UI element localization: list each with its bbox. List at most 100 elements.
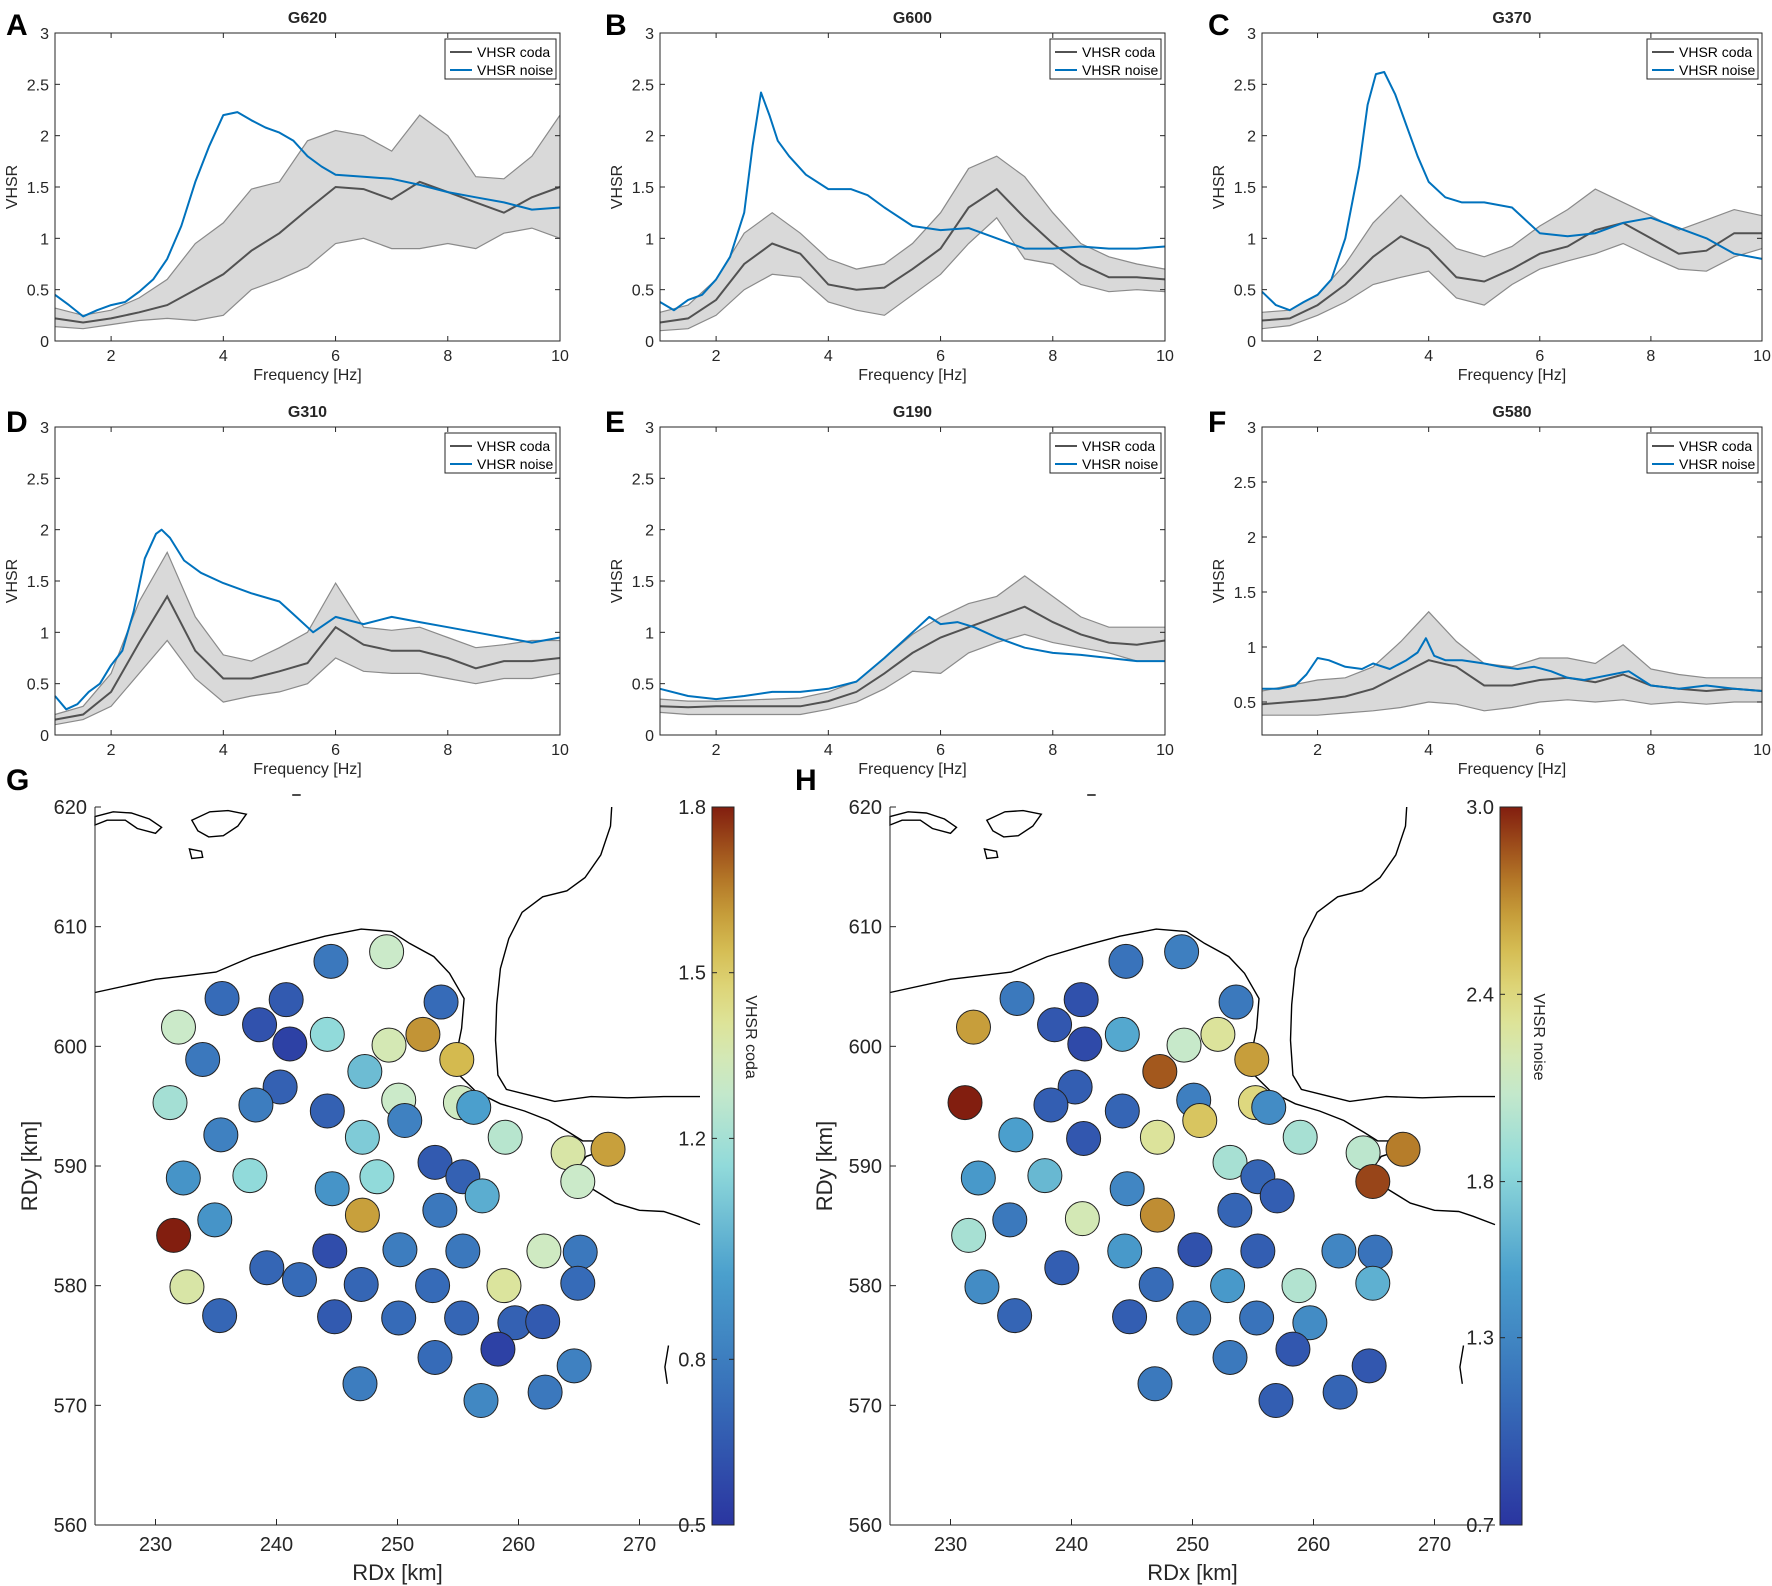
coda-band-lower-line <box>659 216 1166 332</box>
vhsr-coda-line <box>659 605 1166 709</box>
station-marker <box>527 1374 563 1410</box>
x-tick-label: 4 <box>1424 348 1433 365</box>
y-tick-label: 3 <box>40 420 49 437</box>
x-tick-label: 2 <box>107 348 116 365</box>
legend-box <box>1049 38 1162 80</box>
y-tick-label: 1.5 <box>632 574 654 591</box>
station-marker <box>417 1339 453 1375</box>
y-tick-label: 1 <box>40 625 49 642</box>
vhsr-noise-line <box>54 111 561 318</box>
y-tick-label: 2.5 <box>27 77 49 94</box>
station-marker <box>1027 1158 1063 1194</box>
eastern-border-line <box>1289 806 1495 1103</box>
station-marker <box>1138 1266 1174 1302</box>
vhsr-coda-line <box>54 180 561 324</box>
y-tick-label: 0 <box>40 728 49 745</box>
y-tick-label: 620 <box>54 797 87 819</box>
station-marker <box>309 1016 345 1052</box>
y-tick-label: 0.5 <box>27 283 49 300</box>
x-tick-label: 4 <box>219 348 228 365</box>
y-tick-label: 1.5 <box>27 180 49 197</box>
station-marker <box>997 1298 1033 1334</box>
panel-title: G600 <box>893 10 932 27</box>
y-tick-label: 590 <box>849 1156 882 1178</box>
panel-letter: E <box>605 406 625 439</box>
station-marker <box>1044 1250 1080 1286</box>
y-tick-label: 2.5 <box>1234 475 1256 492</box>
station-marker <box>1067 1026 1103 1062</box>
station-marker <box>423 984 459 1020</box>
y-tick-label: 0 <box>645 334 654 351</box>
station-marker <box>487 1119 523 1155</box>
y-tick-label: 620 <box>849 797 882 819</box>
station-marker <box>309 1093 345 1129</box>
y-tick-label: 2 <box>1247 530 1256 547</box>
legend-label-noise: VHSR noise <box>1679 62 1755 78</box>
x-tick-label: 6 <box>936 742 945 759</box>
station-marker <box>387 1103 423 1139</box>
x-tick-label: 10 <box>551 348 569 365</box>
station-marker <box>1112 1299 1148 1335</box>
y-tick-label: 1 <box>40 231 49 248</box>
x-tick-label: 10 <box>1156 742 1174 759</box>
legend-label-noise: VHSR noise <box>477 456 553 472</box>
station-marker <box>1104 1016 1140 1052</box>
station-marker <box>486 1268 522 1304</box>
coda-band-lower-line <box>54 227 561 330</box>
station-marker <box>371 1027 407 1063</box>
legend-box <box>1049 432 1162 474</box>
legend-label-coda: VHSR coda <box>1082 44 1155 60</box>
y-tick-label: 600 <box>54 1036 87 1058</box>
y-axis-label: RDy [km] <box>812 1121 837 1211</box>
vhsr-coda-line <box>54 594 561 721</box>
vhsr-noise-line <box>54 528 561 711</box>
y-tick-label: 3 <box>1247 26 1256 43</box>
x-tick-label: 2 <box>107 742 116 759</box>
station-marker <box>156 1217 192 1253</box>
spectrum-panel-b: B G600 2 4 6 8 10 0 0.5 1 1.5 2 2.5 3 Frequency [Hz] VH… <box>605 9 1174 384</box>
station-marker <box>281 1262 317 1298</box>
y-tick-label: 0.5 <box>632 677 654 694</box>
island-outline <box>985 809 1043 838</box>
colorbar-tick-label: 0.5 <box>678 1515 706 1537</box>
colorbar-tick-label: 0.7 <box>1466 1515 1494 1537</box>
x-tick-label: 8 <box>443 742 452 759</box>
station-map-g: G 230 240 250 260 270 560 570 580 590 600 610 620 RDx… <box>6 764 759 1585</box>
station-marker <box>344 1119 380 1155</box>
y-axis-label: RDy [km] <box>17 1121 42 1211</box>
station-marker <box>152 1085 188 1121</box>
x-axis-label: Frequency [Hz] <box>1458 761 1566 778</box>
station-marker <box>405 1016 441 1052</box>
station-marker <box>556 1348 592 1384</box>
station-marker <box>1108 943 1144 979</box>
legend-box <box>444 432 557 474</box>
station-marker <box>1200 1016 1236 1052</box>
station-marker <box>1139 1197 1175 1233</box>
coda-band-lower-line <box>54 639 561 726</box>
x-tick-label: 4 <box>824 348 833 365</box>
legend-label-coda: VHSR coda <box>1679 44 1752 60</box>
station-marker <box>955 1009 991 1045</box>
colorbar-label: VHSR coda <box>742 995 759 1079</box>
coda-band-lower-line <box>659 633 1165 716</box>
colorbar-tick-label: 2.4 <box>1466 984 1494 1006</box>
legend: VHSR coda VHSR noise <box>444 38 557 80</box>
station-marker <box>369 934 405 970</box>
panel-title: G190 <box>893 404 932 421</box>
y-tick-label: 3 <box>645 420 654 437</box>
station-marker <box>1182 1103 1218 1139</box>
vhsr-noise-line <box>659 615 1165 701</box>
legend: VHSR coda VHSR noise <box>1646 38 1759 80</box>
station-marker <box>1063 982 1099 1018</box>
station-marker <box>1139 1119 1175 1155</box>
station-marker <box>272 1026 308 1062</box>
station-marker <box>1212 1339 1248 1375</box>
legend-box <box>444 38 557 80</box>
station-marker <box>242 1007 278 1043</box>
station-marker <box>204 980 240 1016</box>
y-axis-label: VHSR <box>1211 165 1228 209</box>
y-tick-label: 1.5 <box>1234 180 1256 197</box>
station-marker <box>1292 1305 1328 1341</box>
y-tick-label: 1 <box>645 231 654 248</box>
